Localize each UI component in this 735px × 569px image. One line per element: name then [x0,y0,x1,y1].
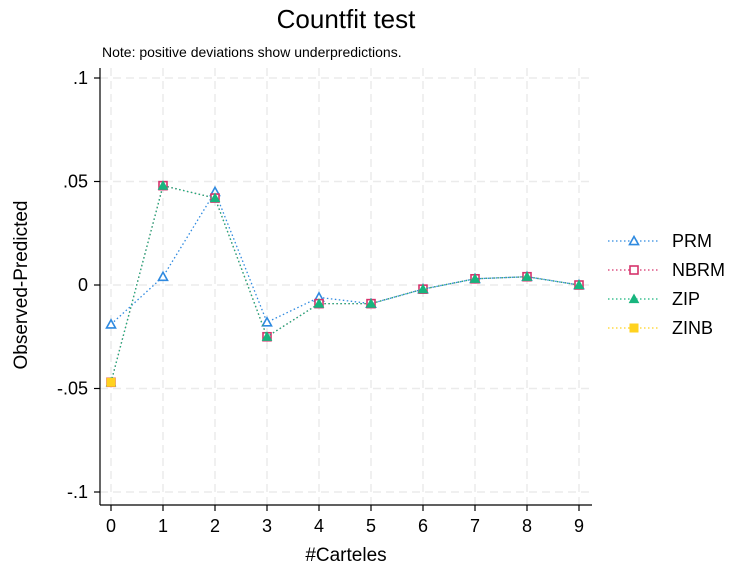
point-zip-1 [157,180,169,190]
point-zip-8 [521,271,533,281]
chart-title: Countfit test [277,4,417,34]
point-zip-6 [417,283,429,294]
y-tick-label--.1: -.1 [67,482,88,502]
y-tick-label-.1: .1 [73,68,88,88]
x-tick-label-6: 6 [418,516,428,536]
x-tick-label-5: 5 [366,516,376,536]
legend-item-prm: PRM [608,231,712,251]
series-prm [105,185,585,329]
x-tick-label-0: 0 [106,516,116,536]
legend-item-nbrm: NBRM [608,260,725,280]
legend-item-zinb: ZINB [608,318,713,338]
legend-label-zip: ZIP [672,289,700,309]
point-prm-3 [261,316,273,327]
tick-labels: 0 1 2 3 4 5 6 7 8 9 .1 .05 0 -.05 -.1 [57,68,584,536]
point-zip-9 [573,279,585,290]
series-group [105,180,585,388]
series-line-zip [110,184,580,383]
series-nbrm [106,180,584,388]
point-zip-3 [261,331,273,341]
point-zinb-0 [106,377,116,387]
series-line-prm [110,190,580,325]
legend: PRM NBRM ZIP ZINB [608,231,725,338]
point-zip-7 [469,273,481,283]
x-tick-label-9: 9 [574,516,584,536]
legend-label-zinb: ZINB [672,318,713,338]
legend-marker-prm [628,234,640,246]
x-tick-label-8: 8 [522,516,532,536]
series-zip [105,180,585,387]
chart-note: Note: positive deviations show underpred… [102,44,402,60]
series-line-nbrm [110,184,580,383]
y-tick-label-.05: .05 [63,172,88,192]
axes [99,68,592,506]
x-tick-label-2: 2 [210,516,220,536]
x-tick-label-7: 7 [470,516,480,536]
x-axis-label: #Carteles [305,545,386,566]
legend-marker-zip [628,293,640,304]
point-zip-4 [313,298,325,308]
point-prm-1 [157,270,169,282]
legend-label-nbrm: NBRM [672,260,725,280]
y-axis-label: Observed-Predicted [11,201,32,370]
x-tick-label-3: 3 [262,516,272,536]
legend-label-prm: PRM [672,231,712,251]
x-tick-label-4: 4 [314,516,324,536]
point-zip-5 [365,298,377,308]
grid-lines [100,68,592,505]
legend-item-zip: ZIP [608,289,700,309]
legend-marker-nbrm [629,265,639,275]
y-tick-label-0: 0 [78,275,88,295]
series-zinb [106,377,116,387]
x-tick-label-1: 1 [158,516,168,536]
legend-marker-zinb [629,323,639,333]
point-prm-0 [105,318,117,329]
point-zip-2 [209,192,221,203]
y-tick-label--.05: -.05 [57,379,88,399]
